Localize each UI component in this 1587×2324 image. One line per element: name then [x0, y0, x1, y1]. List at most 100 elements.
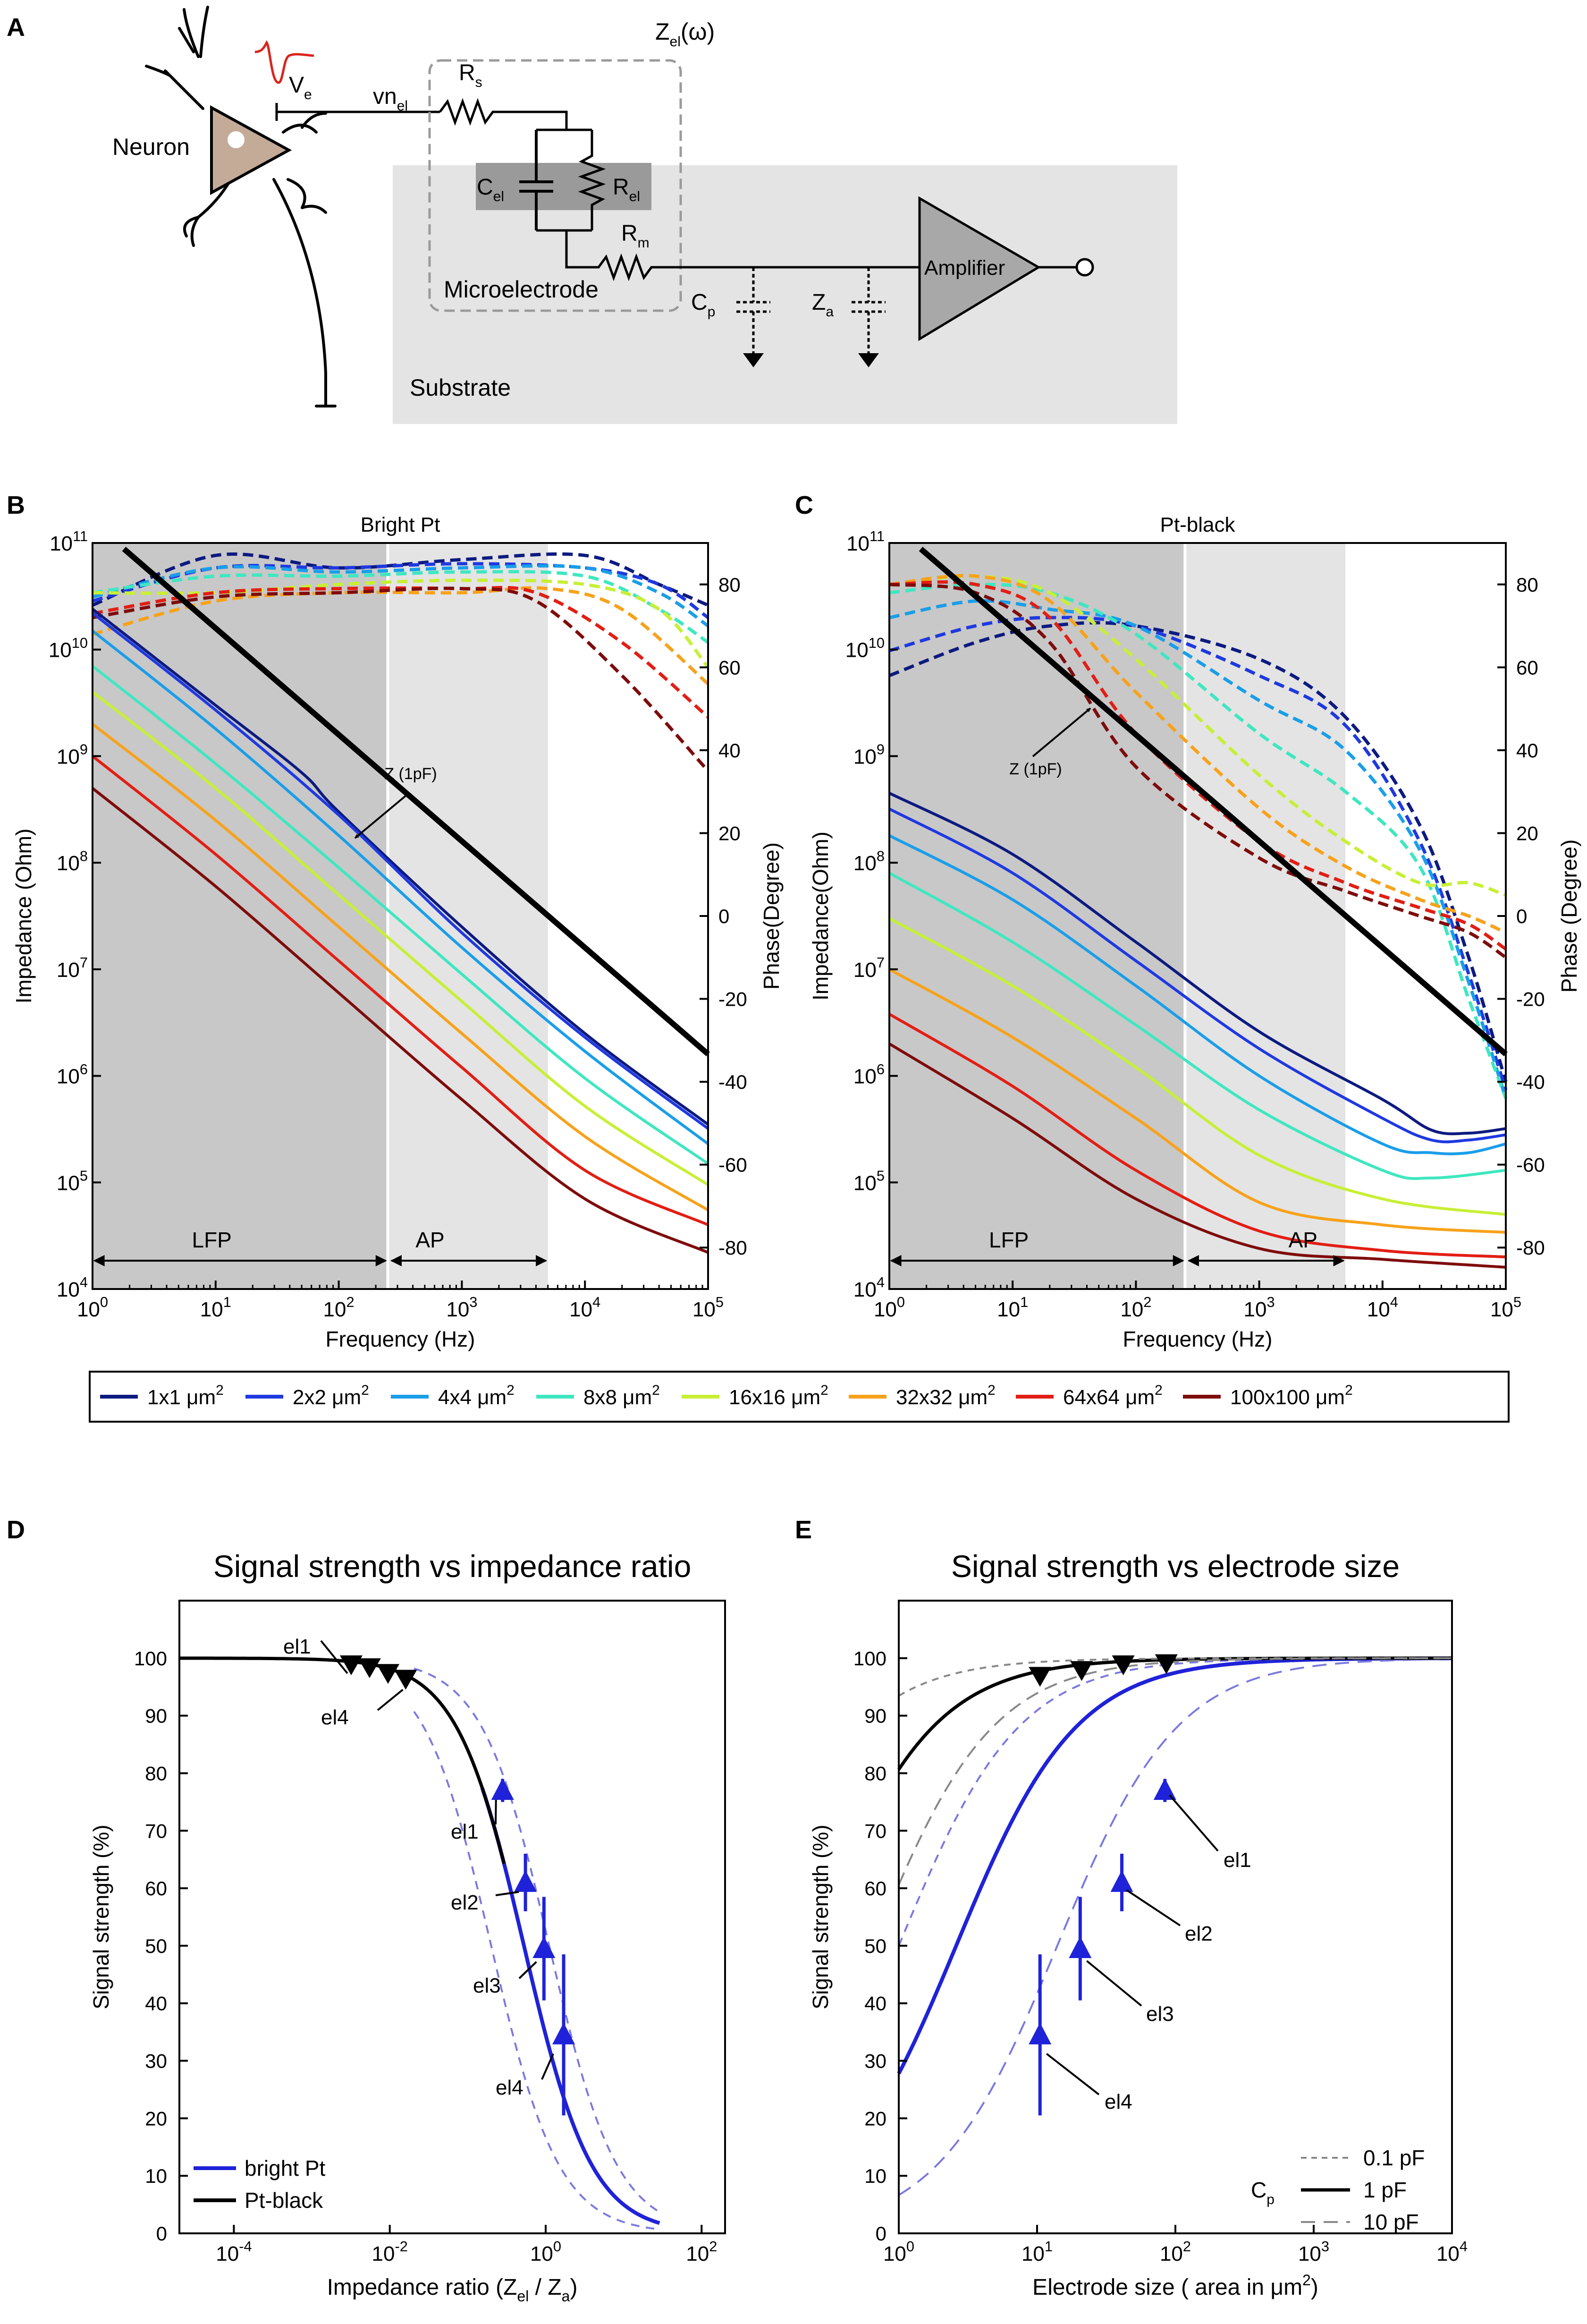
impedance-line-4 — [888, 872, 1506, 1180]
y-tick-label-base: 10 — [49, 639, 72, 662]
x-tick-label-exp: 0 — [100, 1294, 108, 1310]
y-tick-label: 0 — [876, 2222, 886, 2245]
impedance-line-5 — [92, 691, 709, 1186]
x-tick-label: 100 — [874, 1294, 905, 1321]
y-tick-label: 10 — [145, 2165, 167, 2187]
pt-black-marker-2 — [1070, 1661, 1093, 1681]
x-tick-label-exp: 2 — [1143, 1294, 1151, 1310]
x-tick-label: 10-4 — [216, 2238, 252, 2265]
cp-10pf-bright-curve — [898, 1658, 1452, 2196]
y2-tick-label: -80 — [718, 1237, 747, 1259]
y-tick-label-exp: 9 — [80, 741, 88, 758]
x-tick-label-exp: 0 — [906, 2238, 914, 2255]
y2-tick-label: 40 — [718, 739, 741, 762]
microelectrode-box — [428, 59, 682, 312]
x-axis-label: Frequency (Hz) — [1123, 1327, 1273, 1351]
annotation-el1-3: el1 — [451, 1820, 479, 1843]
chart-title: Signal strength vs impedance ratio — [213, 1549, 692, 1584]
x-tick-label: 103 — [446, 1294, 477, 1321]
legend-label-2: 2x2 μm2 — [293, 1383, 369, 1409]
x-tick-label-exp: -4 — [239, 2238, 252, 2255]
y-tick-label: 104 — [57, 1274, 88, 1301]
y-tick-label-exp: 5 — [80, 1167, 88, 1184]
rm-resistor — [565, 230, 925, 281]
x-tick-label-exp: 5 — [1513, 1294, 1521, 1310]
reference-line-label: Z (1pF) — [1009, 760, 1062, 778]
legend-label-text: 1x1 μm — [147, 1386, 216, 1409]
pt-black-marker-1 — [1029, 1667, 1052, 1687]
y-tick-label: 90 — [145, 1705, 167, 1727]
x-tick-label-exp: 4 — [592, 1294, 600, 1310]
x-axis-label-part: ) — [1311, 2275, 1318, 2300]
neuron — [145, 6, 337, 407]
impedance-line-2 — [92, 612, 709, 1130]
legend-label-text: 16x16 μm — [729, 1386, 820, 1409]
lfp-label: LFP — [192, 1228, 232, 1252]
phase-line-6 — [889, 574, 1507, 934]
impedance-line-3 — [888, 834, 1506, 1155]
legend-label-sup: 2 — [1155, 1383, 1163, 1398]
y2-axis-label: Phase(Degree) — [759, 842, 784, 990]
y-tick-label: 1011 — [846, 528, 885, 555]
y2-tick-label: -40 — [1516, 1071, 1545, 1093]
bright-pt-marker-2 — [1110, 1870, 1133, 1892]
region-ap — [388, 543, 548, 1289]
cp-capacitor — [736, 267, 770, 353]
soma-nucleus — [228, 131, 245, 148]
annotation-el4-2: el4 — [321, 1706, 349, 1729]
bright-pt-marker-1 — [491, 1778, 514, 1800]
legend-label-text: 64x64 μm — [1063, 1386, 1155, 1409]
cp-legend-title-base: C — [1251, 2178, 1266, 2202]
y2-tick-label: 60 — [1516, 656, 1538, 679]
upper-bound-dashed — [414, 1667, 660, 2213]
x-tick-label-exp: 0 — [897, 1294, 905, 1310]
x-tick-label-base: 10 — [530, 2242, 553, 2265]
cp-legend-title-sub: p — [1266, 2192, 1275, 2207]
y2-tick-label: -20 — [1516, 988, 1545, 1010]
y2-tick-label: 20 — [718, 822, 741, 844]
rs-label: Rs — [459, 60, 482, 90]
legend-label-3: 10 pF — [1363, 2210, 1419, 2234]
cp-ground — [743, 353, 764, 367]
x-tick-label: 103 — [1244, 1294, 1275, 1321]
phase-line-8 — [92, 586, 709, 772]
reference-line-arrow — [354, 795, 407, 839]
x-tick-label-exp: -2 — [395, 2238, 407, 2255]
y-tick-label: 40 — [864, 1993, 886, 2015]
amplifier-label: Amplifier — [924, 256, 1005, 280]
x-tick-label-base: 10 — [323, 1298, 346, 1321]
x-tick-label: 102 — [1160, 2238, 1191, 2265]
y2-tick-label: -60 — [1516, 1154, 1545, 1176]
y-tick-label: 70 — [864, 1820, 886, 1842]
bright-pt-marker-2 — [514, 1870, 537, 1892]
ap-label: AP — [1289, 1228, 1317, 1252]
rs-resistor — [439, 98, 568, 130]
y-tick-label-exp: 8 — [877, 848, 885, 864]
x-tick-label: 101 — [1021, 2238, 1053, 2265]
region-lfp — [93, 543, 388, 1289]
output-terminal — [1075, 258, 1094, 277]
legend-label-5: 16x16 μm2 — [729, 1383, 828, 1409]
pt-black-marker-4 — [1155, 1654, 1178, 1674]
y2-tick-label: 40 — [1516, 739, 1538, 762]
x-axis-label-part: a — [562, 2288, 570, 2305]
x-tick-label: 102 — [323, 1294, 355, 1321]
bright-pt-marker-4 — [552, 2022, 575, 2044]
y-tick-label-exp: 8 — [80, 848, 88, 864]
legend-label-sup: 2 — [506, 1383, 515, 1398]
y-tick-label-base: 10 — [50, 532, 73, 555]
legend-label-sup: 2 — [361, 1383, 369, 1398]
bright-pt-marker-4 — [1029, 2022, 1052, 2044]
x-tick-label-exp: 1 — [223, 1294, 231, 1310]
legend-label-text: 100x100 μm — [1230, 1386, 1345, 1409]
y2-tick-label: 60 — [718, 656, 741, 679]
legend-label-sup: 2 — [988, 1383, 996, 1398]
annotation-el3-5: el3 — [473, 1974, 501, 1997]
x-axis-label: Impedance ratio (Zel / Za) — [327, 2275, 578, 2305]
x-tick-label: 10-2 — [372, 2238, 408, 2265]
amplifier — [918, 196, 1041, 341]
phase-line-1 — [888, 621, 1508, 1083]
y-tick-label: 105 — [57, 1167, 88, 1195]
